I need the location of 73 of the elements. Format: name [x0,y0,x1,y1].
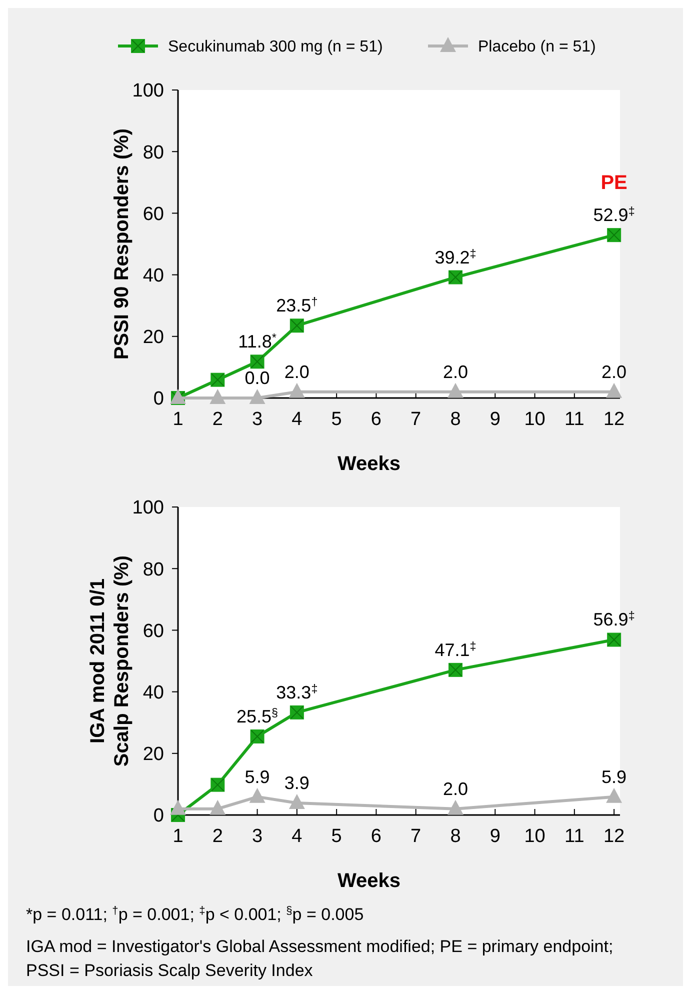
data-label: 25.5$^{§}$ [236,706,278,726]
x-tick-label: 12 [603,409,625,430]
annotation: PE [600,172,628,194]
y-tick-label: 20 [142,744,164,766]
x-tick-label: 1 [172,409,184,430]
data-label: 2.0 [602,362,627,382]
point [606,788,622,803]
point [606,382,622,398]
point [447,800,464,815]
y-tick-label: 100 [132,80,164,102]
x-tick-label: 11 [564,409,584,430]
point [170,800,186,815]
y-axis-title: PSSI 90 Responders (%) [111,128,133,360]
y-tick-label: 80 [142,142,164,164]
data-label: 33.3$^{‡}$ [276,682,318,702]
y-tick-label: 100 [132,498,164,519]
x-tick-label: 5 [331,409,342,430]
point [210,800,226,815]
text: *p = 0.011; $^{†}$p = 0.001; $^{‡}$p < 0.001; $^{§}$p = 0.005 [26,905,364,924]
legend-label: Secukinumab 300 mg (n = 51) [168,38,383,56]
x-tick-label: 8 [450,409,461,430]
x-tick-label: 9 [490,826,500,847]
x-tick-label: 1 [172,826,184,847]
data-label: 5.9 [244,766,270,787]
x-tick-label: 4 [292,409,303,430]
data-label: 0.0 [244,368,270,388]
x-tick-label: 10 [524,409,546,430]
y-tick-label: 20 [142,327,164,348]
point [249,788,266,803]
point [447,382,464,398]
x-tick-label: 6 [370,826,382,847]
data-label: 2.0 [442,778,468,799]
data-label: 5.9 [602,766,627,787]
x-tick-label: 10 [524,826,546,847]
x-axis-title: Weeks [337,453,401,475]
y-tick-label: 0 [153,388,164,410]
point [288,382,305,398]
point [288,794,305,809]
point [249,389,266,404]
x-tick-label: 6 [370,409,382,430]
x-tick-label: 11 [564,826,584,847]
x-tick-label: 2 [212,826,223,847]
x-tick-label: 4 [292,826,303,847]
y-tick-label: 0 [153,806,164,827]
data-label: 47.1$^{‡}$ [434,639,476,660]
y-tick-label: 40 [142,682,164,704]
y-tick-label: 60 [142,620,164,642]
x-tick-label: 7 [410,409,422,430]
text: PSSI = Psoriasis Scalp Severity Index [26,961,314,980]
x-tick-label: 5 [331,826,342,847]
data-label: 56.9$^{‡}$ [593,609,635,630]
data-label: 39.2$^{‡}$ [434,246,476,268]
legend-label: Placebo (n = 51) [478,38,596,56]
x-tick-label: 2 [212,409,223,430]
point [210,389,226,404]
y-tick-label: 40 [142,265,164,286]
data-label: 2.0 [284,362,310,382]
y-tick-label: 80 [142,559,164,580]
text: IGA mod = Investigator's Global Assessment modified; PE = primary endpoint; [26,937,614,956]
x-tick-label: 8 [450,826,461,847]
data-label: 2.0 [442,362,468,382]
x-tick-label: 7 [410,826,422,847]
data-label: 23.5$^{†}$ [276,295,318,316]
y-axis-title: IGA mod 2011 0/1 Scalp Responders (%) [87,555,133,767]
x-tick-label: 9 [490,409,500,430]
x-tick-label: 12 [603,826,625,847]
x-tick-label: 3 [252,409,263,430]
data-label: 11.8$^{*}$ [238,331,277,352]
data-label: 3.9 [284,772,310,793]
data-label: 52.9$^{‡}$ [593,204,635,226]
x-axis-title: Weeks [337,870,401,892]
x-tick-label: 3 [252,826,263,847]
y-tick-label: 60 [142,204,164,225]
